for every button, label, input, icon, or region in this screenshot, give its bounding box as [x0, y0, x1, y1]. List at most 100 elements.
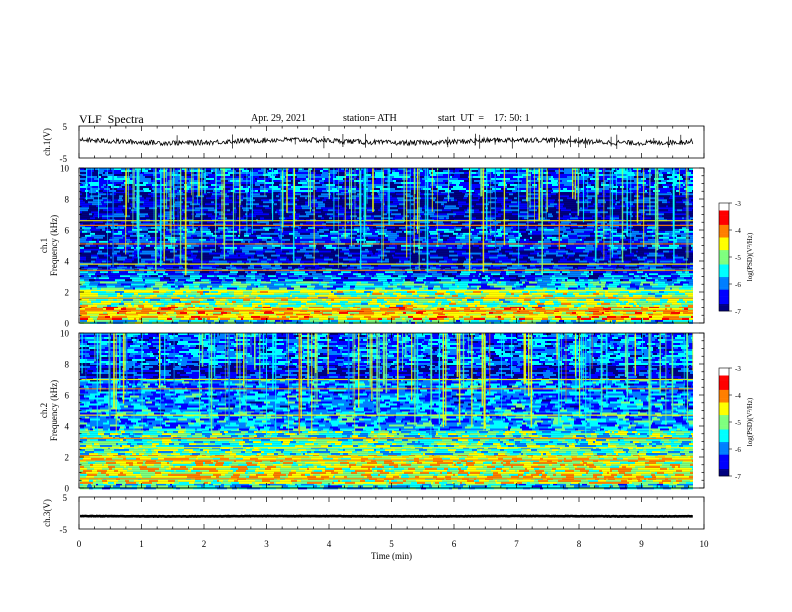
spectral-cell	[420, 228, 426, 231]
spectral-cell	[645, 271, 652, 274]
spectral-cell	[106, 273, 113, 276]
spectral-cell	[293, 311, 302, 314]
spectral-cell	[124, 287, 133, 290]
spectral-cell	[689, 311, 693, 314]
spectral-cell	[472, 238, 481, 241]
spectral-cell	[167, 281, 169, 284]
spectral-cell	[639, 285, 647, 288]
spectral-cell	[488, 248, 495, 251]
spectral-cell	[391, 230, 393, 233]
spectral-cell	[103, 236, 110, 239]
spectral-cell	[227, 304, 237, 307]
spectral-cell	[589, 226, 598, 229]
spectral-cell	[101, 287, 109, 290]
spectral-cell	[100, 281, 107, 284]
spectral-cell	[192, 248, 196, 251]
spectral-cell	[270, 279, 272, 282]
spectral-cell	[298, 287, 307, 290]
spectral-cell	[278, 228, 280, 231]
spectral-cell	[196, 248, 201, 251]
spectral-cell	[547, 226, 554, 229]
spectral-cell	[593, 311, 596, 314]
spectral-cell	[587, 300, 595, 303]
spectral-cell	[501, 264, 507, 267]
spectral-cell	[487, 304, 497, 307]
spectral-cell	[365, 287, 375, 290]
spectral-cell	[119, 264, 124, 267]
spectral-cell	[167, 294, 177, 297]
spectral-cell	[577, 298, 586, 301]
spectral-cell	[458, 258, 466, 261]
spectral-cell	[439, 252, 448, 255]
spectral-cell	[644, 236, 648, 239]
spectral-cell	[214, 319, 219, 322]
spectral-cell	[459, 315, 463, 318]
spectral-cell	[148, 230, 158, 233]
spectral-cell	[124, 226, 133, 229]
spectral-cell	[549, 304, 559, 307]
spectral-cell	[583, 250, 589, 253]
spectral-cell	[677, 238, 683, 241]
spectral-cell	[323, 311, 332, 314]
spectral-cell	[488, 281, 490, 284]
spectral-cell	[263, 226, 271, 229]
spectral-cell	[96, 298, 98, 301]
spectral-cell	[469, 252, 478, 255]
spectral-cell	[427, 271, 437, 274]
spectral-cell	[174, 228, 183, 231]
spectral-cell	[588, 279, 593, 282]
spectral-cell	[366, 273, 369, 276]
spectral-cell	[230, 232, 240, 235]
spectral-cell	[209, 273, 218, 276]
spectral-cell	[644, 287, 654, 290]
spectral-cell	[485, 275, 488, 278]
spectral-cell	[132, 252, 140, 255]
spectral-cell	[431, 277, 437, 280]
spectral-cell	[582, 281, 590, 284]
spectral-cell	[328, 315, 338, 318]
spectral-cell	[385, 290, 387, 293]
spectral-cell	[95, 232, 98, 235]
spectral-cell	[495, 236, 504, 239]
spectral-cell	[525, 271, 534, 274]
spectral-cell	[529, 281, 537, 284]
spectral-cell	[301, 300, 307, 303]
spectral-cell	[559, 228, 566, 231]
spectral-cell	[190, 271, 194, 274]
spectral-cell	[184, 281, 193, 284]
spectral-cell	[477, 232, 486, 235]
spectral-cell	[393, 300, 403, 303]
spectral-cell	[134, 277, 142, 280]
spectral-cell	[610, 264, 617, 267]
spectral-cell	[353, 302, 361, 305]
spectral-cell	[666, 256, 673, 259]
spectral-cell	[167, 283, 171, 286]
spectral-cell	[94, 277, 96, 280]
spectral-cell	[436, 264, 439, 267]
spectral-cell	[508, 240, 516, 243]
spectral-cell	[276, 304, 281, 307]
spectral-cell	[430, 264, 433, 267]
spectral-cell	[263, 302, 265, 305]
spectral-cell	[251, 315, 255, 318]
spectral-cell	[368, 281, 376, 284]
spectral-cell	[252, 302, 256, 305]
spectral-cell	[425, 319, 430, 322]
spectral-cell	[197, 292, 200, 295]
spectral-cell	[191, 290, 193, 293]
spectral-cell	[542, 236, 544, 239]
spectral-cell	[220, 254, 222, 257]
spectral-cell	[242, 302, 249, 305]
spectral-cell	[380, 228, 382, 231]
spectral-cell	[211, 230, 214, 233]
spectral-cell	[334, 271, 341, 274]
spectral-cell	[310, 264, 319, 267]
spectral-cell	[481, 252, 490, 255]
spectral-cell	[198, 252, 204, 255]
spectral-cell	[276, 266, 280, 269]
spectral-cell	[399, 234, 408, 237]
spectral-cell	[320, 254, 323, 257]
spectral-cell	[519, 230, 526, 233]
spectral-cell	[89, 277, 94, 280]
spectral-cell	[530, 290, 537, 293]
